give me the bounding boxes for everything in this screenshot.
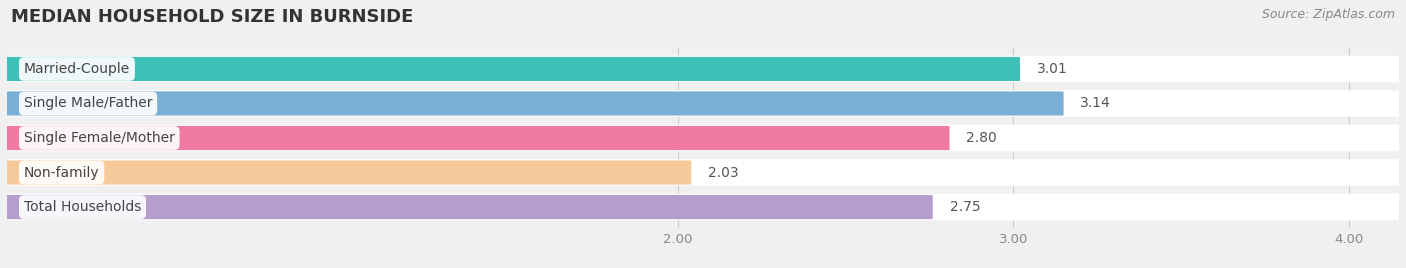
FancyBboxPatch shape — [1, 56, 1405, 82]
FancyBboxPatch shape — [1, 90, 1405, 117]
Text: Single Female/Mother: Single Female/Mother — [24, 131, 174, 145]
FancyBboxPatch shape — [4, 161, 692, 185]
Text: Married-Couple: Married-Couple — [24, 62, 129, 76]
Text: 2.03: 2.03 — [709, 166, 738, 180]
Text: Non-family: Non-family — [24, 166, 100, 180]
Text: 3.01: 3.01 — [1036, 62, 1067, 76]
FancyBboxPatch shape — [1, 194, 1405, 220]
FancyBboxPatch shape — [4, 91, 1063, 116]
Text: MEDIAN HOUSEHOLD SIZE IN BURNSIDE: MEDIAN HOUSEHOLD SIZE IN BURNSIDE — [11, 8, 413, 26]
Text: 2.80: 2.80 — [966, 131, 997, 145]
Text: Total Households: Total Households — [24, 200, 141, 214]
FancyBboxPatch shape — [1, 125, 1405, 151]
FancyBboxPatch shape — [1, 159, 1405, 186]
FancyBboxPatch shape — [4, 126, 949, 150]
Text: Single Male/Father: Single Male/Father — [24, 96, 152, 110]
Text: 3.14: 3.14 — [1080, 96, 1111, 110]
FancyBboxPatch shape — [4, 57, 1019, 81]
FancyBboxPatch shape — [4, 195, 932, 219]
Text: Source: ZipAtlas.com: Source: ZipAtlas.com — [1261, 8, 1395, 21]
Text: 2.75: 2.75 — [949, 200, 980, 214]
